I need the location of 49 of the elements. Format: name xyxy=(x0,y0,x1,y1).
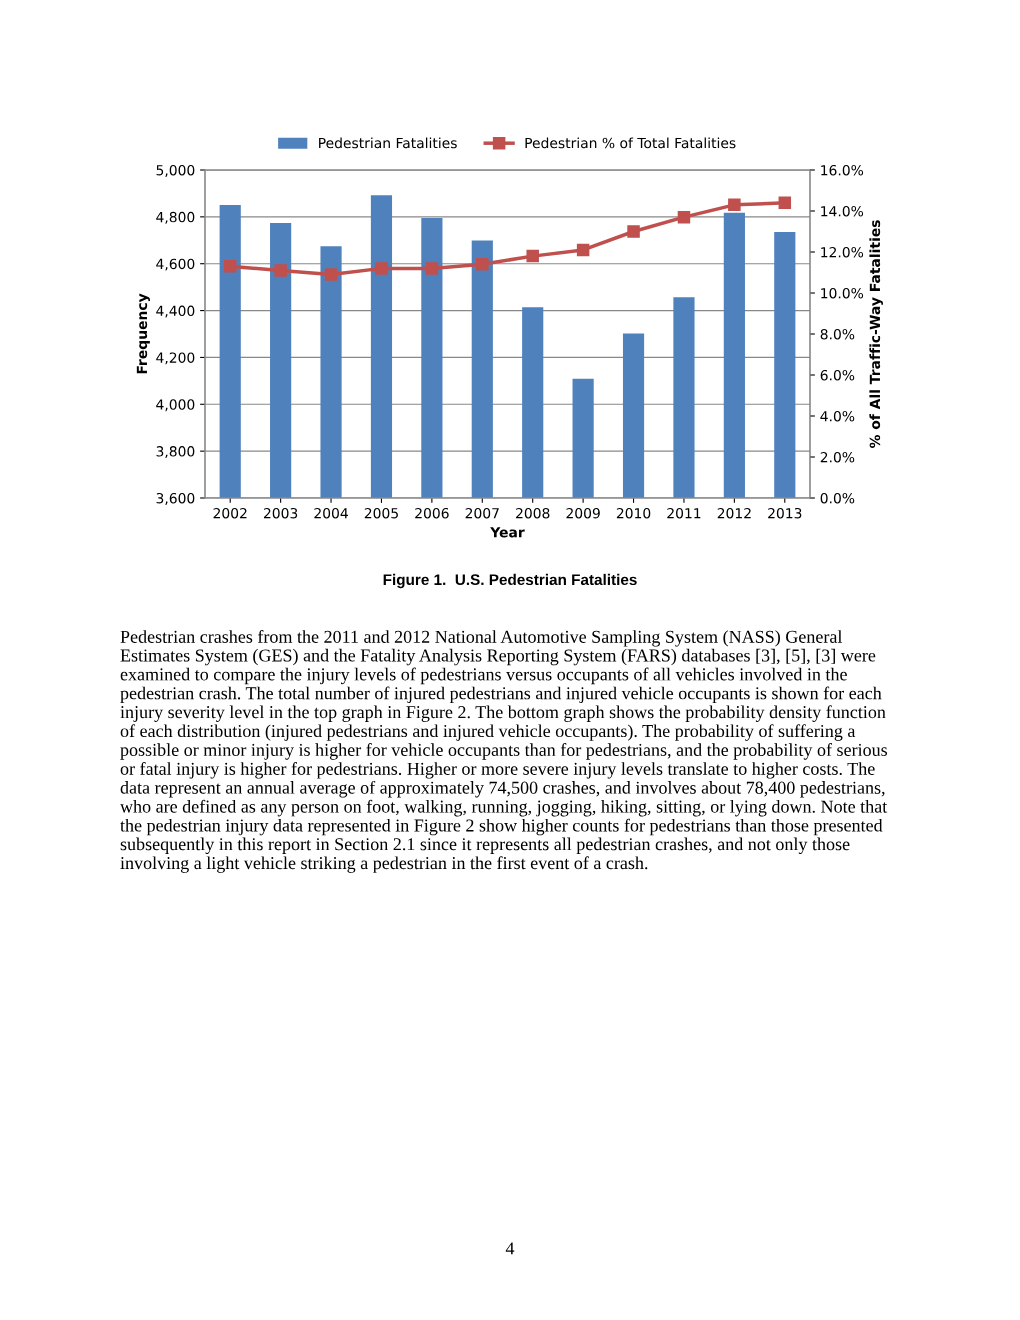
y2-tick-label: 10.0% xyxy=(821,287,864,299)
x-tick-label: 2007 xyxy=(465,507,499,519)
text: Pedestrian crashes from the 2011 and 2012 National Automotive Sampling System (NASS) General Estimates System (GES) and the Fatality Analysis Reporting System (FARS) databases [3], [5], [3] were examined to compare the injury levels of pedestrians versus occupants of all vehicles involved in the pedestrian crash. The total number of injured pedestrians and injured vehicle occupants is shown for each injury severity level in the top graph in Figure 2. The bottom graph shows the probability density function of each distribution (injured pedestrians and injured vehicle occupants). The probability of suffering a possible or minor injury is higher for vehicle occupants than for pedestrians, and the probability of serious or fatal injury is higher for pedestrians. Higher or more severe injury levels translate to higher costs. The data represent an annual average of approximately 74,500 crashes, and involves about 78,400 pedestrians, who are defined as any person on foot, walking, running, jogging, hiking, sitting, or lying down. Note that the pedestrian injury data represented in Figure 2 show higher counts for pedestrians than those presented subsequently in this report in Section 2.1 since it represents all pedestrian crashes, and not only those involving a light vehicle striking a pedestrian in the first event of a crash. xyxy=(120,630,888,873)
y2-tick-label: 4.0% xyxy=(820,410,855,422)
x-tick-label: 2008 xyxy=(516,507,550,519)
y-tick-label: 3,600 xyxy=(156,492,195,505)
point xyxy=(476,258,489,271)
x-tick-label: 2012 xyxy=(717,507,751,519)
y-tick-label: 4,000 xyxy=(156,399,195,412)
y2-tick-label: 2.0% xyxy=(820,451,855,463)
x-axis-title: Year xyxy=(490,527,525,538)
point xyxy=(375,262,388,275)
y-tick-label: 4,800 xyxy=(156,211,195,224)
y-axis-title: Frequency xyxy=(136,293,150,374)
caption: Figure 1. U.S. Pedestrian Fatalities xyxy=(383,573,637,589)
point xyxy=(627,225,640,238)
y2-tick-label: 0.0% xyxy=(820,492,855,504)
y-tick-label: 5,000 xyxy=(156,164,195,177)
x-tick-label: 2002 xyxy=(213,507,247,519)
x-tick-label: 2010 xyxy=(616,507,651,519)
point xyxy=(324,268,338,281)
x-tick-label: 2011 xyxy=(667,507,701,519)
point xyxy=(274,264,287,277)
y2-tick-label: 14.0% xyxy=(821,205,864,217)
y2-tick-label: 6.0% xyxy=(820,369,855,381)
y2-tick-label: 8.0% xyxy=(820,328,855,340)
legend-label: Pedestrian % of Total Fatalities xyxy=(525,137,736,149)
x-tick-label: 2003 xyxy=(263,507,298,519)
point xyxy=(778,196,792,210)
y2-axis-title: % of All Traffic-Way Fatalities xyxy=(869,220,883,449)
y-tick-label: 3,800 xyxy=(156,446,195,459)
point xyxy=(223,260,237,273)
y2-tick-label: 12.0% xyxy=(821,246,864,258)
y-tick-label: 4,200 xyxy=(156,352,195,365)
y2-tick-label: 16.0% xyxy=(821,164,864,176)
point xyxy=(425,262,439,275)
point xyxy=(576,243,590,257)
point xyxy=(728,198,741,212)
x-tick-label: 2004 xyxy=(314,507,348,519)
x-tick-label: 2006 xyxy=(415,507,449,519)
x-tick-label: 2005 xyxy=(364,507,398,519)
text: 4 xyxy=(505,1242,515,1255)
point xyxy=(526,249,539,263)
x-tick-label: 2013 xyxy=(768,507,802,519)
x-tick-label: 2009 xyxy=(566,507,600,519)
y-tick-label: 4,600 xyxy=(156,258,195,271)
point xyxy=(677,210,691,224)
y-tick-label: 4,400 xyxy=(156,305,195,318)
legend-label: Pedestrian Fatalities xyxy=(319,137,457,149)
